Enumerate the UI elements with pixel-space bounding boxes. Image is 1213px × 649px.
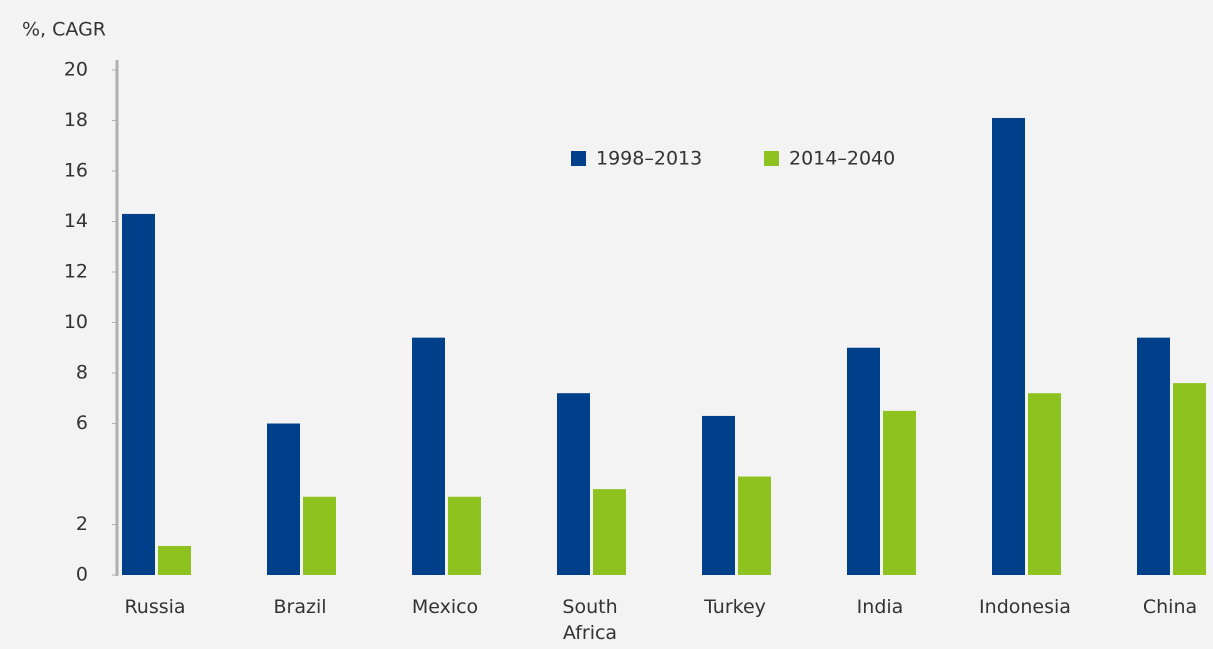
bar xyxy=(738,476,771,575)
x-tick-label: Indonesia xyxy=(979,596,1071,618)
bar xyxy=(448,496,481,575)
y-tick-label: 14 xyxy=(64,210,88,232)
bar xyxy=(1173,383,1206,575)
y-tick-label: 0 xyxy=(76,564,88,586)
x-tick-label: Russia xyxy=(124,596,186,618)
bar xyxy=(847,347,880,575)
legend-swatch xyxy=(571,151,586,166)
y-tick-label: 20 xyxy=(64,59,88,81)
bar xyxy=(883,410,916,575)
y-tick-label: 12 xyxy=(64,261,88,283)
bar xyxy=(1028,393,1061,575)
y-tick-label: 16 xyxy=(64,160,88,182)
y-tick-label: 10 xyxy=(64,311,88,333)
legend-swatch xyxy=(764,151,779,166)
y-tick-label: 6 xyxy=(76,412,88,434)
x-tick-label: South Africa xyxy=(562,596,618,644)
x-tick-label: China xyxy=(1142,596,1198,618)
x-tick-label: India xyxy=(856,596,904,618)
x-tick-label: Turkey xyxy=(704,596,766,618)
bar xyxy=(702,415,735,575)
legend-label: 1998–2013 xyxy=(596,148,702,170)
y-tick-label: 18 xyxy=(64,109,88,131)
y-axis-label: %, CAGR xyxy=(22,19,106,41)
y-tick-label: 2 xyxy=(76,513,88,535)
x-tick-label: Brazil xyxy=(273,596,327,618)
bar xyxy=(412,337,445,575)
bar xyxy=(593,489,626,575)
bar xyxy=(1137,337,1170,575)
legend-label: 2014–2040 xyxy=(789,148,895,170)
bar xyxy=(122,213,155,576)
bar xyxy=(303,496,336,575)
y-tick-label: 8 xyxy=(76,362,88,384)
bar xyxy=(158,545,191,575)
bar xyxy=(557,393,590,575)
x-tick-label: Mexico xyxy=(411,596,479,618)
bar xyxy=(992,117,1025,575)
bar xyxy=(267,423,300,575)
